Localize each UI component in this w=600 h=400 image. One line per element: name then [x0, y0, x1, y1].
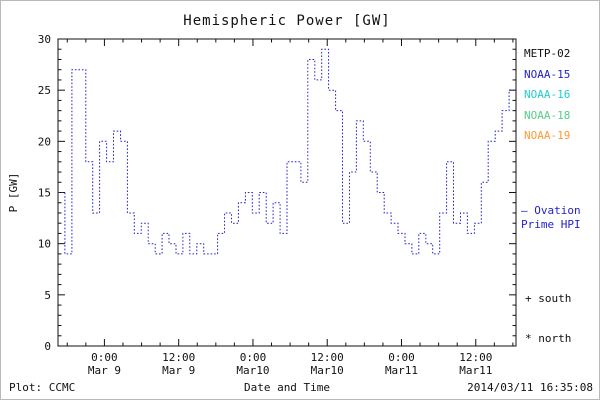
x-tick-date: Mar11	[459, 364, 492, 377]
y-axis-title: P [GW]	[7, 173, 20, 213]
hpi-step-line	[58, 48, 516, 255]
x-tick-time: 12:00	[311, 351, 344, 364]
plot-credit: Plot: CCMC	[9, 381, 76, 394]
timestamp: 2014/03/11 16:35:08	[467, 381, 593, 394]
y-tick-label: 15	[38, 187, 51, 200]
x-tick-date: Mar10	[236, 364, 269, 377]
x-tick-time: 0:00	[91, 351, 118, 364]
x-tick-time: 0:00	[240, 351, 267, 364]
ovation-prime-label: — Ovation Prime HPI	[521, 204, 581, 232]
satellite-legend: METP-02 NOAA-15 NOAA-16 NOAA-18 NOAA-19	[524, 47, 570, 150]
north-marker-label: * north	[525, 332, 572, 345]
x-tick-time: 12:00	[162, 351, 195, 364]
y-tick-label: 25	[38, 84, 51, 97]
legend-item-noaa16: NOAA-16	[524, 88, 571, 101]
y-tick-label: 30	[38, 33, 51, 46]
x-axis-title: Date and Time	[243, 381, 331, 394]
x-tick-date: Mar11	[385, 364, 418, 377]
x-tick-date: Mar10	[311, 364, 344, 377]
ovation-line-2: Prime HPI	[521, 218, 581, 231]
legend-item-noaa15: NOAA-15	[524, 67, 571, 81]
south-marker-label: + south	[525, 292, 572, 305]
x-tick-time: 12:00	[459, 351, 492, 364]
y-tick-label: 10	[38, 238, 51, 251]
ovation-line-1: — Ovation	[521, 204, 581, 217]
y-tick-label: 20	[38, 135, 51, 148]
y-tick-label: 0	[44, 340, 51, 353]
chart-title: Hemispheric Power [GW]	[183, 13, 391, 29]
y-tick-label: 5	[44, 289, 51, 302]
legend-item-metp02: METP-02	[524, 47, 571, 60]
legend-item-noaa18: NOAA-18	[524, 108, 571, 122]
legend-item-noaa19: NOAA-19	[524, 129, 571, 142]
x-tick-time: 0:00	[388, 351, 415, 364]
x-tick-date: Mar 9	[162, 364, 195, 377]
x-tick-date: Mar 9	[88, 364, 121, 377]
